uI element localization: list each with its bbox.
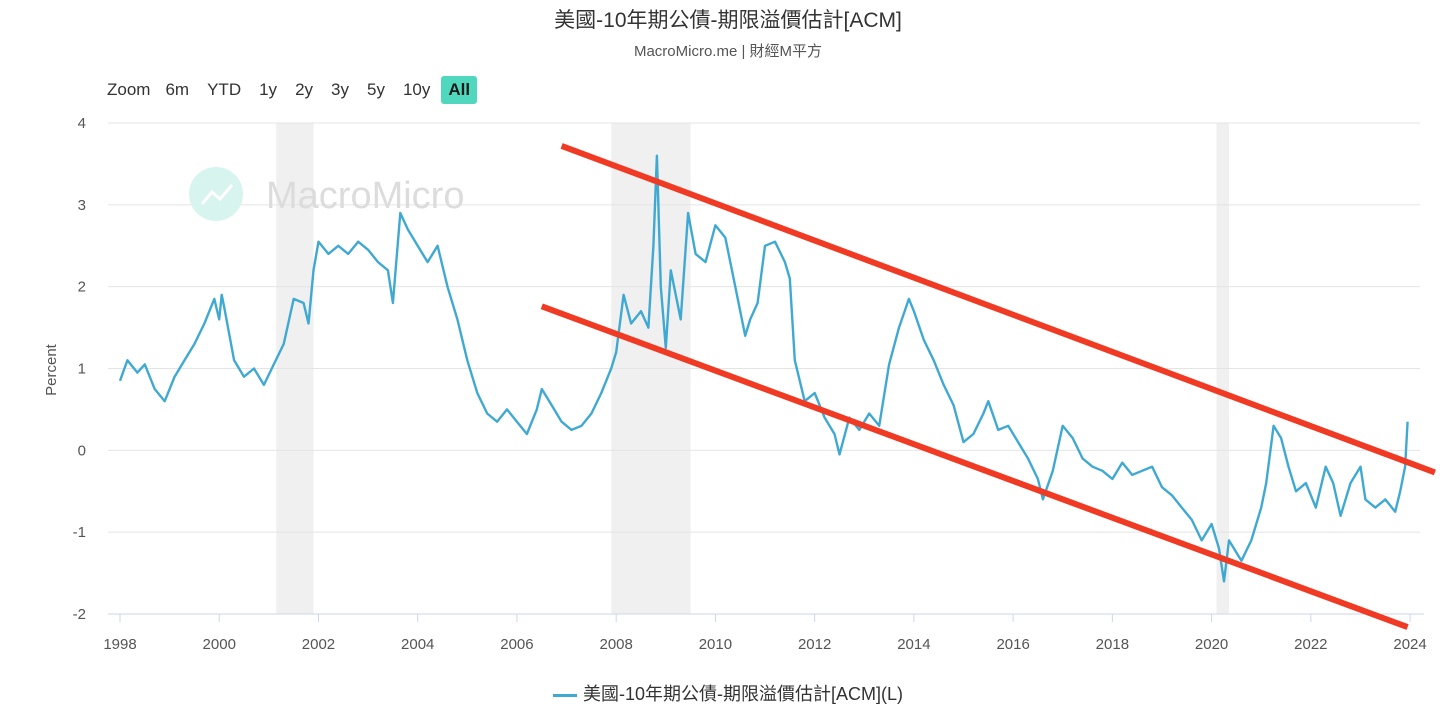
x-tick-label: 2002 (302, 636, 335, 653)
chart-subtitle: MacroMicro.me | 財經M平方 (633, 43, 823, 60)
x-tick-label: 2016 (996, 636, 1029, 653)
y-tick-label: 4 (78, 115, 86, 132)
y-tick-label: 1 (78, 361, 86, 378)
range-button-6m[interactable]: 6m (165, 80, 190, 99)
legend-swatch (552, 693, 577, 697)
watermark: MacroMicro (189, 167, 464, 221)
x-tick-label: 2018 (1096, 636, 1129, 653)
x-tick-label: 1998 (103, 636, 136, 653)
zoom-label: Zoom (107, 80, 151, 99)
x-tick-label: 2022 (1294, 636, 1327, 653)
x-tick-label: 2024 (1393, 636, 1426, 653)
trend-line-0 (560, 143, 1436, 476)
x-tick-label: 2020 (1195, 636, 1228, 653)
range-button-1y[interactable]: 1y (259, 80, 278, 99)
y-tick-label: 2 (78, 279, 86, 296)
x-tick-label: 2010 (699, 636, 732, 653)
y-tick-label: -2 (73, 606, 86, 623)
y-tick-label: -1 (73, 524, 86, 541)
trend-line-1 (540, 303, 1409, 630)
range-button-ytd[interactable]: YTD (207, 80, 242, 99)
series-line-0 (118, 154, 1409, 583)
x-tick-label: 2012 (798, 636, 831, 653)
legend-label: 美國-10年期公債-期限溢價估計[ACM](L) (582, 684, 903, 704)
y-axis-label: Percent (43, 343, 60, 396)
y-tick-label: 3 (78, 197, 86, 214)
range-button-3y[interactable]: 3y (331, 80, 349, 99)
x-tick-label: 2006 (500, 636, 533, 653)
x-tick-label: 2014 (897, 636, 930, 653)
chart-title: 美國-10年期公債-期限溢價估計[ACM] (554, 9, 902, 32)
range-selector: Zoom 6m YTD 1y 2y 3y 5y 10y All (100, 76, 481, 104)
x-tick-label: 2000 (203, 636, 236, 653)
range-button-5y[interactable]: 5y (367, 80, 385, 99)
x-tick-label: 2004 (401, 636, 434, 653)
line-chart: MacroMicro -2 -1 0 1 2 3 4 1998 2000 2002 2004 200… (43, 115, 1436, 653)
range-button-10y[interactable]: 10y (402, 80, 431, 99)
watermark-text: MacroMicro (266, 175, 464, 217)
x-tick-label: 2008 (599, 636, 632, 653)
y-tick-label: 0 (78, 442, 86, 459)
legend[interactable]: 美國-10年期公債-期限溢價估計[ACM](L) (0, 680, 1456, 706)
range-button-all[interactable]: All (441, 76, 478, 104)
range-button-2y[interactable]: 2y (295, 80, 314, 99)
logo-trend-icon (200, 184, 234, 205)
